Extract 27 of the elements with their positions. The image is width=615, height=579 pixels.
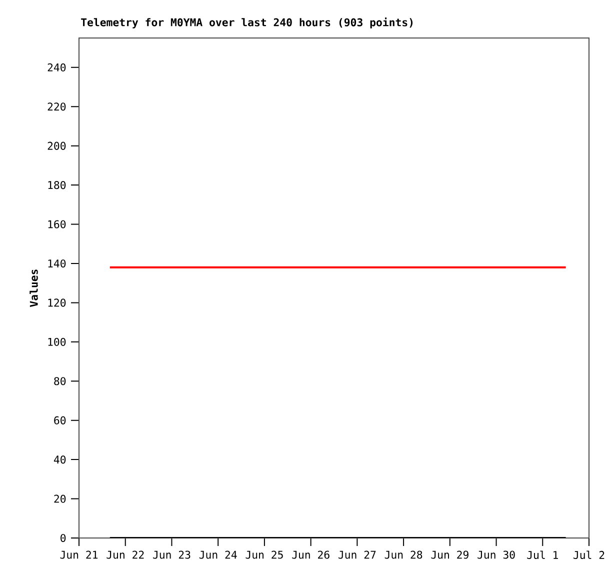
y-tick-label: 160 bbox=[48, 220, 66, 228]
y-axis-title: Values bbox=[30, 270, 38, 307]
x-tick-label: Jul 2 bbox=[574, 550, 604, 560]
y-tick-label: 0 bbox=[60, 534, 66, 542]
x-tick-label: Jun 23 bbox=[153, 550, 190, 559]
x-tick-label: Jun 26 bbox=[292, 550, 330, 559]
y-tick-label: 80 bbox=[54, 377, 66, 386]
y-tick-label: 220 bbox=[48, 102, 66, 111]
x-tick-label: Jun 24 bbox=[199, 550, 237, 559]
y-tick-label: 40 bbox=[54, 456, 66, 464]
x-tick-label: Jun 22 bbox=[106, 550, 144, 559]
y-tick-label: 200 bbox=[48, 142, 66, 150]
y-tick-label: 140 bbox=[48, 259, 66, 268]
y-tick-label: 20 bbox=[54, 494, 66, 503]
x-tick-label: Jun 25 bbox=[246, 550, 283, 559]
y-tick-label: 180 bbox=[48, 181, 66, 190]
x-tick-label: Jun 28 bbox=[384, 550, 422, 559]
x-tick-label: Jun 21 bbox=[60, 550, 98, 559]
y-tick-label: 240 bbox=[48, 63, 66, 72]
y-tick-label: 120 bbox=[48, 298, 66, 307]
x-tick-label: Jul 1 bbox=[527, 550, 558, 560]
y-tick-label: 60 bbox=[54, 416, 66, 424]
x-tick-label: Jun 27 bbox=[338, 550, 376, 559]
x-tick-label: Jun 30 bbox=[478, 550, 515, 559]
y-tick-label: 100 bbox=[48, 338, 66, 346]
x-tick-label: Jun 29 bbox=[431, 550, 468, 559]
chart-title: Telemetry for M0YMA over last 240 hours (903 points) bbox=[81, 18, 413, 28]
